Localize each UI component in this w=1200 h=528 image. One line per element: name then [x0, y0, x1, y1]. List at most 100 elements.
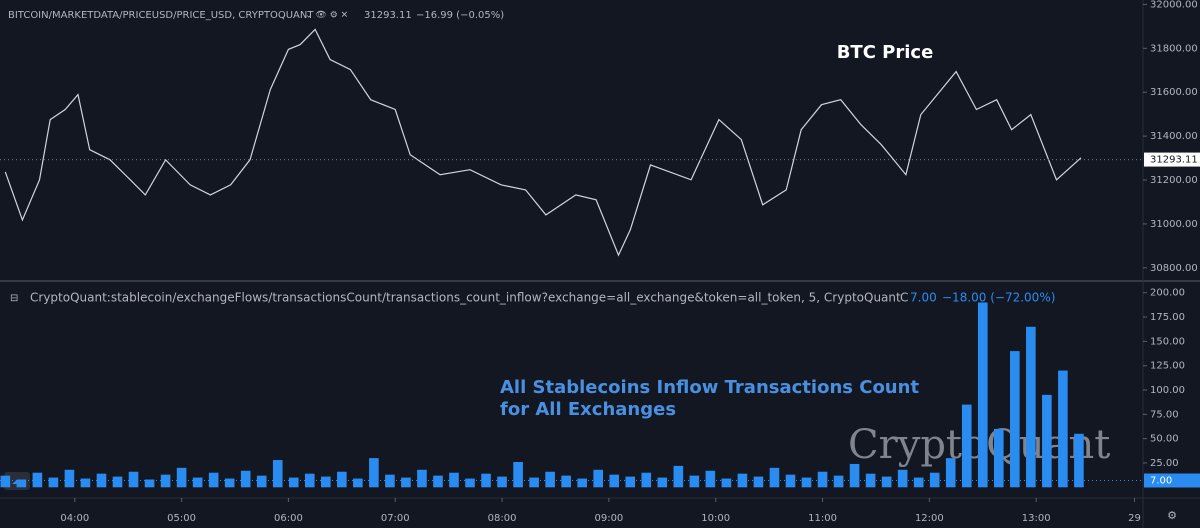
bar: [1026, 326, 1036, 488]
bar: [1058, 370, 1068, 488]
legend-last-value: 7.00: [910, 291, 937, 305]
bar: [481, 473, 491, 488]
last-value-box: [1144, 152, 1200, 167]
x-tick-label: 04:00: [60, 513, 89, 524]
last-value-label: 7.00: [1150, 475, 1172, 486]
bar: [801, 477, 812, 488]
bar: [208, 472, 219, 488]
bar: [705, 470, 716, 488]
bar: [641, 472, 652, 488]
y-tick-label: 75.00: [1150, 409, 1179, 420]
bar: [449, 472, 459, 488]
bar: [545, 471, 555, 488]
bar: [673, 465, 684, 488]
bar: [288, 477, 299, 488]
bar: [945, 458, 956, 488]
last-value-box: [1144, 473, 1200, 488]
y-tick-label: 200.00: [1150, 288, 1185, 299]
annotation: BTC Price: [837, 42, 934, 63]
bar: [1074, 433, 1084, 488]
bar: [64, 469, 75, 488]
y-tick-label: 31800.00: [1150, 43, 1198, 54]
y-tick-label: 31200.00: [1150, 175, 1198, 186]
y-tick-label: 30800.00: [1150, 263, 1198, 274]
legend-title: CryptoQuant:stablecoin/exchangeFlows/tra…: [30, 291, 901, 305]
y-tick-label: 50.00: [1150, 434, 1179, 445]
bar: [0, 475, 11, 488]
bar: [689, 475, 700, 488]
y-tick-label: 31600.00: [1150, 87, 1198, 98]
bar: [337, 471, 347, 488]
y-tick-label: 150.00: [1150, 336, 1185, 347]
bar: [833, 475, 844, 488]
bar: [753, 476, 764, 488]
annotation: for All Exchanges: [500, 399, 676, 420]
bar: [577, 478, 587, 488]
bar: [1010, 351, 1020, 488]
bar: [192, 477, 203, 488]
bar: [657, 477, 668, 488]
bar: [993, 428, 1004, 488]
bar: [433, 475, 443, 488]
x-tick-label: 13:00: [1022, 513, 1051, 524]
legend-prefix: C: [900, 291, 908, 305]
bar: [785, 474, 796, 488]
x-tick-label: 11:00: [808, 513, 837, 524]
bar: [1042, 394, 1052, 488]
bar: [417, 469, 427, 488]
bar: [897, 469, 908, 488]
bar: [369, 458, 379, 488]
y-tick-label: 175.00: [1150, 312, 1185, 323]
bar: [625, 476, 636, 488]
y-tick-label: 31400.00: [1150, 131, 1198, 142]
bar: [128, 471, 139, 488]
bar: [817, 471, 828, 488]
bar: [112, 476, 123, 488]
y-tick-label: 31000.00: [1150, 219, 1198, 230]
bar: [593, 469, 604, 488]
bar: [144, 479, 155, 488]
bar: [272, 460, 283, 488]
bar: [176, 467, 187, 488]
legend-last-value: 31293.11: [364, 10, 412, 21]
bar: [96, 473, 107, 488]
bar: [849, 463, 860, 488]
bar: [385, 474, 395, 488]
bar: [240, 470, 251, 488]
y-tick-label: 32000.00: [1150, 0, 1198, 10]
bar: [929, 472, 940, 488]
bar: [465, 478, 475, 488]
bar: [48, 477, 59, 488]
bar: [224, 478, 235, 488]
legend-icons[interactable]: ⌄ 👁 ⚙ ✕: [305, 11, 348, 21]
bar: [16, 479, 27, 488]
bar: [737, 473, 748, 488]
bar: [256, 475, 267, 488]
collapse-icon[interactable]: ⊟: [10, 293, 18, 304]
y-tick-label: 100.00: [1150, 385, 1185, 396]
bar: [497, 476, 507, 488]
bar: [961, 404, 972, 488]
bar: [529, 477, 539, 488]
bar: [721, 478, 732, 488]
bar: [865, 473, 876, 488]
y-tick-label: 125.00: [1150, 361, 1185, 372]
bar: [881, 476, 892, 488]
bar: [913, 477, 924, 488]
bar: [609, 474, 620, 488]
x-tick-label: 08:00: [488, 513, 517, 524]
x-tick-label: 10:00: [701, 513, 730, 524]
bar: [561, 475, 571, 488]
x-tick-label: 09:00: [594, 513, 623, 524]
price-line: [4, 28, 1082, 257]
y-tick-label: 25.00: [1150, 458, 1179, 469]
bar: [769, 467, 780, 488]
bar: [401, 477, 411, 488]
bar: [513, 462, 523, 488]
legend-title: BITCOIN/MARKETDATA/PRICEUSD/PRICE_USD, C…: [8, 10, 314, 21]
x-tick-label: 05:00: [167, 513, 196, 524]
x-tick-label: 07:00: [381, 513, 410, 524]
bar: [80, 478, 91, 488]
settings-icon[interactable]: ⚙: [1167, 509, 1177, 522]
